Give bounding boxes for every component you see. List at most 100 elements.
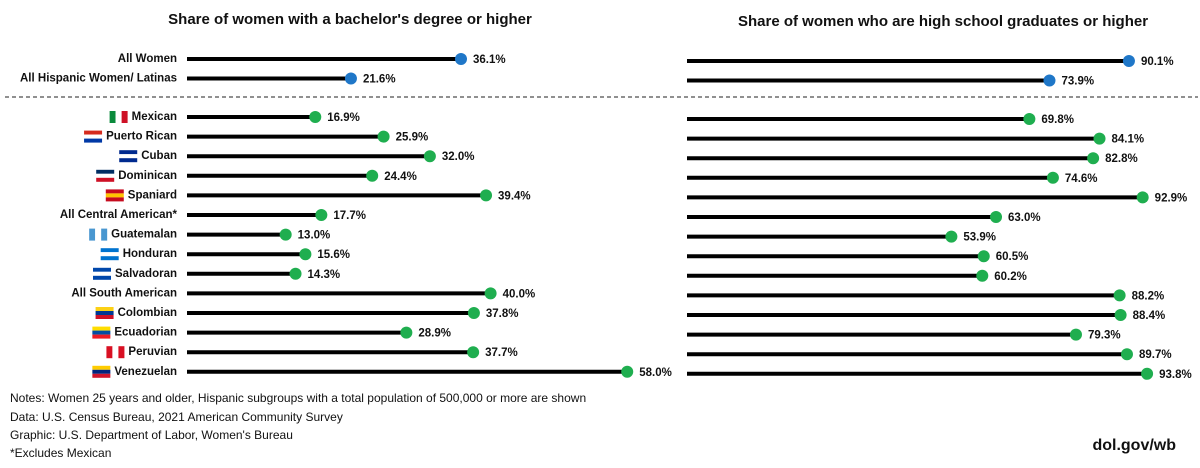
note: Graphic: U.S. Department of Labor, Women… [10,428,293,442]
chart-title: Share of women with a bachelor's degree … [168,11,532,28]
flag-icon [96,177,115,182]
note: Notes: Women 25 years and older, Hispani… [10,391,586,405]
category-label: Spaniard [128,189,177,201]
category-label: All South American [71,287,177,299]
flag-icon [100,252,119,257]
value-label: 36.1% [473,54,506,66]
value-label: 88.2% [1132,290,1165,302]
value-label: 63.0% [1008,212,1041,224]
lollipop-dot [976,269,989,282]
flag-icon [96,173,115,178]
flag-icon [95,311,114,315]
value-label: 74.6% [1065,173,1098,185]
category-label: Cuban [141,150,177,162]
flag-icon [119,158,138,163]
category-label: Colombian [118,307,177,319]
lollipop-dot [467,346,480,359]
category-label: Peruvian [128,346,177,358]
lollipop-dot [484,287,497,300]
value-label: 89.7% [1139,349,1172,361]
value-label: 88.4% [1133,310,1166,322]
value-label: 25.9% [396,132,429,144]
category-label: All Women [118,53,177,65]
value-label: 21.6% [363,74,396,86]
lollipop-dot [309,111,322,123]
lollipop-dot [1113,289,1126,302]
value-label: 13.0% [298,230,331,242]
flag-icon [100,256,119,261]
value-label: 82.8% [1105,153,1138,165]
flag-icon [101,228,108,241]
lollipop-dot [454,53,467,65]
value-label: 28.9% [418,328,451,340]
value-label: 24.4% [384,171,417,183]
category-label: Honduran [123,248,177,260]
category-label: Puerto Rican [106,131,177,143]
value-label: 39.4% [498,190,531,202]
lollipop-dot [1023,113,1036,125]
lollipop-dot [621,365,634,378]
value-label: 58.0% [639,367,672,379]
flag-icon [96,169,115,174]
flag-icon [95,315,114,319]
value-label: 53.9% [963,232,996,244]
lollipop-dot [289,267,302,280]
flag-icon [92,373,111,378]
value-label: 93.8% [1159,369,1192,381]
lollipop-dot [467,307,480,319]
lollipop-dot [1114,309,1127,321]
lollipop-dot [1120,348,1133,361]
flag-icon [119,154,138,159]
category-label: All Hispanic Women/ Latinas [20,73,177,85]
flag-icon [118,346,125,359]
lollipop-dot [1087,152,1100,165]
flag-icon [115,111,122,123]
flag-icon [89,228,96,241]
flag-icon [112,346,119,359]
flag-icon [93,267,111,272]
category-label: Mexican [132,111,177,123]
value-label: 37.8% [486,308,519,320]
value-label: 69.8% [1041,114,1074,126]
value-label: 14.3% [308,269,341,281]
lollipop-dot [990,211,1003,223]
lollipop-dot [1093,132,1106,145]
value-label: 17.7% [333,210,366,222]
flag-icon [105,193,124,198]
value-label: 60.2% [994,271,1027,283]
value-label: 73.9% [1061,76,1094,88]
chart-title: Share of women who are high school gradu… [738,13,1148,30]
flag-icon [92,330,111,335]
note: Data: U.S. Census Bureau, 2021 American … [10,410,343,424]
category-label: Salvadoran [115,268,177,280]
lollipop-dot [945,230,958,243]
flag-icon [92,334,111,339]
flag-icon [95,307,114,311]
value-label: 40.0% [503,288,536,300]
flag-icon [92,326,111,331]
lollipop-dot [299,248,312,261]
category-label: Ecuadorian [114,327,177,339]
flag-icon [119,150,138,155]
value-label: 16.9% [327,112,360,124]
category-label: Dominican [118,170,177,182]
flag-icon [84,130,103,135]
flag-icon [92,369,111,374]
lollipop-dot [1136,191,1149,204]
flag-icon [105,189,124,194]
lollipop-dot [344,72,357,85]
category-label: Guatemalan [111,229,177,241]
flag-icon [93,275,111,280]
flag-icon [121,111,128,123]
lollipop-dot [377,130,390,143]
value-label: 60.5% [996,251,1029,263]
category-label: All Central American* [60,209,178,221]
category-label: Venezuelan [114,366,177,378]
flag-icon [84,138,103,143]
flag-icon [84,134,103,139]
flag-icon [100,248,119,253]
lollipop-dot [400,326,413,339]
note: *Excludes Mexican [10,446,111,460]
flag-icon [105,197,124,202]
